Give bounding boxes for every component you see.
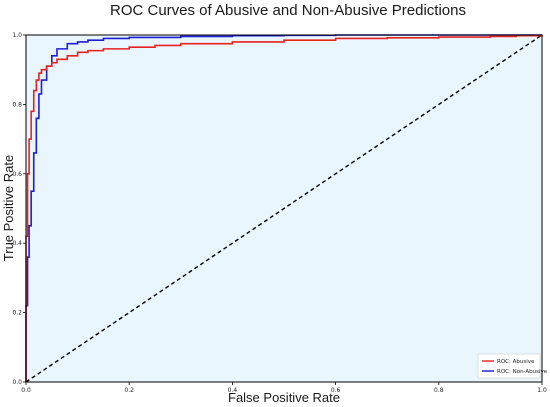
roc-abusive-line: [25, 34, 543, 382]
y-tick-label: 0.6: [12, 171, 22, 178]
legend-label-non-abusive: ROC: Non-Abusive: [497, 369, 548, 375]
roc-non-abusive-line: [25, 34, 542, 382]
y-axis-label: True Positive Rate: [1, 155, 16, 261]
legend: ROC: Abusive ROC: Non-Abusive: [477, 353, 548, 379]
x-tick-label: 1.0: [537, 387, 547, 394]
y-tick-label: 0.4: [12, 240, 22, 247]
x-tick-label: 0.8: [434, 387, 444, 394]
chance-diagonal-line: [25, 34, 543, 383]
plot-frame: [25, 34, 543, 383]
y-tick-label: 1.0: [12, 32, 22, 39]
x-tick-label: 0.4: [228, 387, 238, 394]
x-tick-label: 0.0: [21, 387, 31, 394]
legend-label-abusive: ROC: Abusive: [497, 359, 535, 365]
legend-box: [477, 353, 541, 379]
x-tick-label: 0.6: [331, 387, 341, 394]
axis-ticks: 0.0 0.2 0.4 0.6 0.8 1.0 0.0 0.2 0.4 0.6 0.8 1.0: [12, 32, 546, 394]
y-tick-label: 0.8: [12, 101, 22, 108]
x-tick-label: 0.2: [124, 387, 134, 394]
y-tick-label: 0.2: [12, 310, 22, 317]
x-axis-label: False Positive Rate: [228, 390, 340, 405]
y-tick-label: 0.0: [12, 379, 22, 386]
series-layer: [25, 34, 543, 383]
chart-title: ROC Curves of Abusive and Non-Abusive Pr…: [110, 2, 466, 19]
